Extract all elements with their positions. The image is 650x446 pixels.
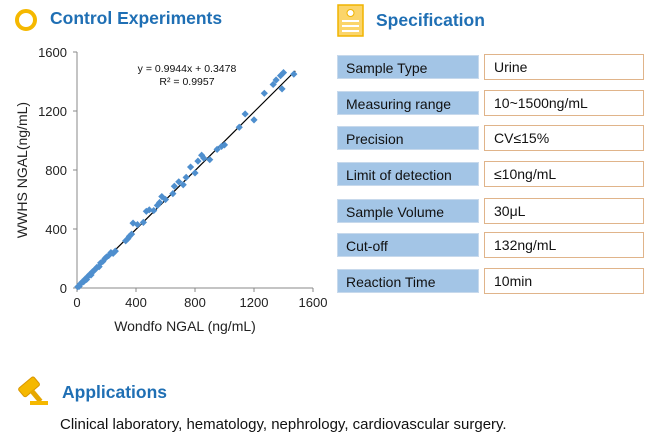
- data-point: [200, 154, 208, 162]
- data-point: [220, 141, 229, 149]
- data-point: [182, 173, 190, 181]
- x-tick-label: 800: [184, 295, 206, 310]
- circle-bullet-icon: [15, 9, 37, 31]
- data-point: [95, 263, 103, 271]
- data-point: [276, 72, 285, 80]
- y-axis-label: WWHS NGAL(ng/mL): [14, 102, 30, 238]
- spec-value: ≤10ng/mL: [484, 161, 644, 187]
- applications-text: Clinical laboratory, hematology, nephrol…: [60, 416, 507, 433]
- spec-value: 10min: [484, 268, 644, 294]
- spec-label: Sample Type: [337, 55, 479, 79]
- data-point: [260, 89, 268, 97]
- y-tick-label: 1200: [38, 104, 67, 119]
- data-point: [99, 257, 107, 266]
- spec-value: 10~1500ng/mL: [484, 90, 644, 116]
- spec-value: CV≤15%: [484, 125, 644, 151]
- data-point: [194, 157, 202, 165]
- data-point: [279, 69, 288, 77]
- data-point: [111, 247, 119, 255]
- data-point: [139, 218, 147, 226]
- data-point: [241, 110, 249, 118]
- y-tick-label: 0: [60, 281, 67, 296]
- r-squared-label: R² = 0.9957: [159, 76, 214, 88]
- spec-label: Cut-off: [337, 233, 479, 257]
- data-point: [179, 181, 187, 189]
- data-point: [156, 198, 164, 207]
- data-point: [198, 151, 206, 159]
- data-point: [206, 156, 214, 164]
- gavel-icon: [18, 376, 48, 405]
- data-point: [161, 195, 170, 204]
- data-point: [175, 178, 183, 186]
- data-point: [169, 190, 177, 198]
- control-experiments-title: Control Experiments: [50, 8, 223, 28]
- y-tick-label: 400: [45, 222, 67, 237]
- spec-label: Limit of detection: [337, 162, 479, 186]
- scatter-chart: 0 400 800 1200 1600 0 400 800 1200 1600 Wondfo NGA…: [14, 45, 328, 334]
- data-point: [145, 206, 153, 214]
- spec-value: 132ng/mL: [484, 232, 644, 258]
- spec-label: Measuring range: [337, 91, 479, 115]
- y-tick-label: 1600: [38, 45, 67, 60]
- data-point: [170, 182, 178, 190]
- specification-title: Specification: [376, 10, 485, 30]
- spec-label: Reaction Time: [337, 269, 479, 293]
- trendline-equation: y = 0.9944x + 0.3478: [138, 63, 237, 75]
- document-icon: [337, 4, 364, 37]
- spec-value: 30μL: [484, 198, 644, 224]
- spec-label: Sample Volume: [337, 199, 479, 223]
- spec-value: Urine: [484, 54, 644, 80]
- applications-title: Applications: [62, 382, 168, 402]
- x-axis-label: Wondfo NGAL (ng/mL): [114, 318, 256, 334]
- x-tick-label: 400: [125, 295, 147, 310]
- data-point: [191, 169, 199, 177]
- data-point: [150, 206, 158, 215]
- x-tick-label: 1600: [299, 295, 328, 310]
- data-point: [269, 80, 277, 89]
- data-point: [82, 275, 91, 284]
- data-point: [235, 123, 243, 131]
- data-point: [272, 76, 280, 84]
- x-tick-label: 0: [73, 295, 80, 310]
- data-point: [186, 163, 195, 171]
- data-point: [127, 230, 136, 238]
- data-point: [133, 220, 142, 229]
- data-point: [213, 145, 221, 153]
- y-tick-label: 800: [45, 163, 67, 178]
- x-tick-label: 1200: [240, 295, 269, 310]
- data-point: [278, 85, 286, 93]
- data-point: [290, 70, 298, 78]
- data-point: [250, 116, 258, 124]
- spec-label: Precision: [337, 126, 479, 150]
